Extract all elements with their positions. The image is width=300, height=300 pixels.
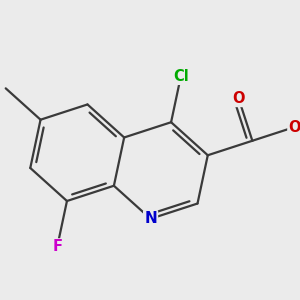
Text: O: O xyxy=(288,119,300,134)
Text: Cl: Cl xyxy=(173,69,189,84)
Text: O: O xyxy=(232,91,245,106)
Text: N: N xyxy=(144,211,157,226)
Text: F: F xyxy=(52,239,62,254)
